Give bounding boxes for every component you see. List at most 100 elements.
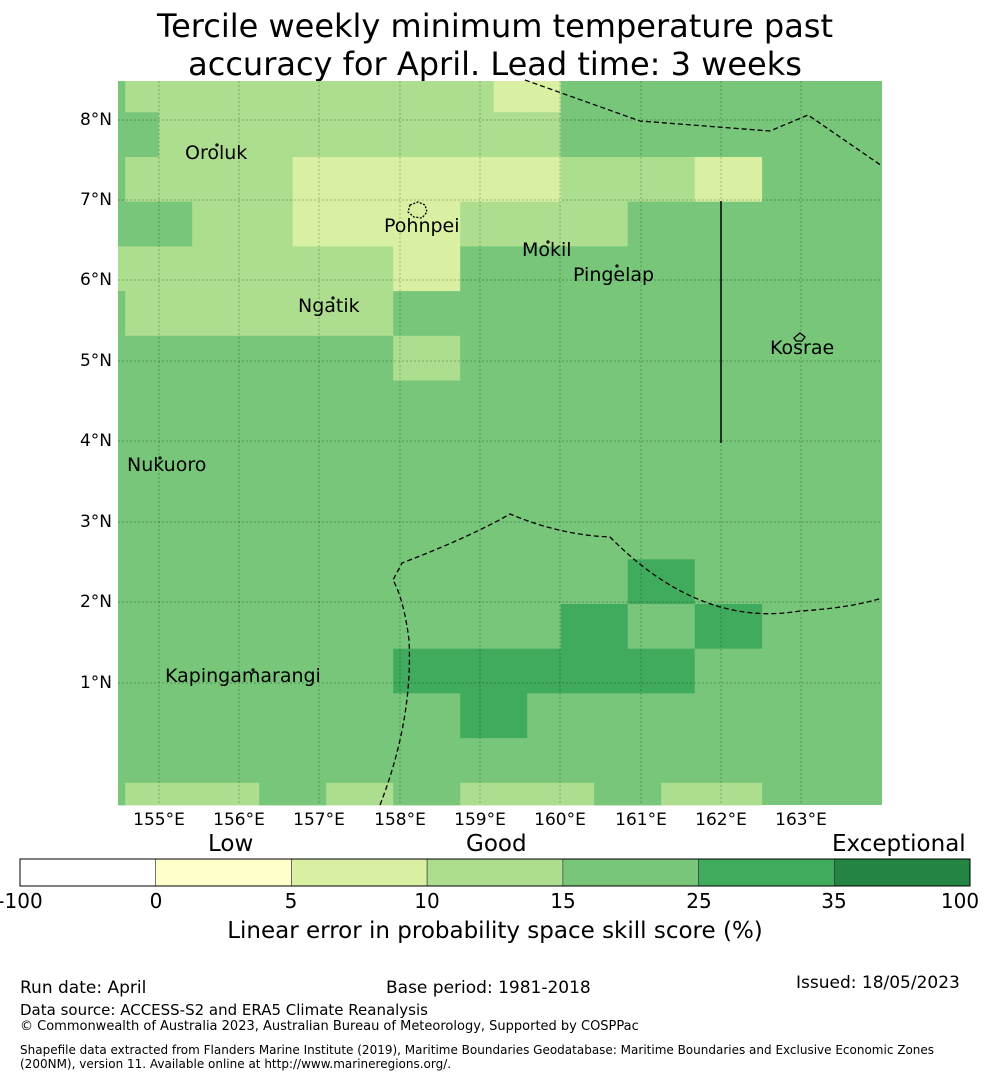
- grid-cell: [192, 157, 227, 203]
- lat-label-6n: 6°N: [79, 270, 112, 290]
- grid-cell: [118, 246, 126, 292]
- grid-cell: [426, 693, 461, 739]
- skill-grid: [118, 81, 882, 806]
- grid-cell: [192, 425, 227, 471]
- grid-cell: [426, 246, 461, 292]
- colorbar-tick-label: 0: [149, 889, 163, 913]
- place-label-nukuoro: Nukuoro: [127, 454, 207, 476]
- grid-cell: [560, 469, 595, 515]
- place-label-pohnpei: Pohnpei: [384, 215, 460, 237]
- grid-cell: [560, 425, 595, 471]
- grid-cell: [118, 693, 126, 739]
- grid-cell: [527, 738, 562, 784]
- grid-cell: [292, 380, 327, 426]
- grid-cell: [493, 291, 528, 337]
- grid-cell: [493, 246, 528, 292]
- grid-cell: [393, 514, 428, 560]
- grid-cell: [326, 380, 361, 426]
- colorbar-frame: [19, 858, 971, 887]
- grid-cell: [594, 604, 629, 650]
- grid-cell: [192, 693, 227, 739]
- grid-cell: [326, 425, 361, 471]
- grid-cell: [493, 201, 528, 247]
- grid-cell: [661, 693, 696, 739]
- grid-cell: [560, 559, 595, 605]
- grid-cell: [393, 648, 428, 694]
- lon-label-163e: 163°E: [775, 810, 827, 830]
- grid-cell: [393, 157, 428, 203]
- grid-cell: [728, 514, 763, 560]
- grid-cell: [661, 157, 696, 203]
- grid-cell: [728, 246, 763, 292]
- grid-cell: [393, 201, 428, 247]
- grid-cell: [627, 335, 662, 381]
- place-label-mokil: Mokil: [522, 239, 572, 261]
- grid-cell: [125, 559, 160, 605]
- grid-cell: [694, 291, 729, 337]
- grid-cell: [292, 335, 327, 381]
- run-date: Run date: April: [20, 978, 147, 998]
- grid-cell: [225, 514, 260, 560]
- grid-cell: [292, 604, 327, 650]
- grid-cell: [359, 782, 394, 806]
- grid-cell: [393, 335, 428, 381]
- grid-cell: [259, 201, 294, 247]
- grid-cell: [259, 112, 294, 158]
- grid-cell: [728, 380, 763, 426]
- grid-cell: [359, 469, 394, 515]
- grid-cell: [527, 425, 562, 471]
- grid-cell: [493, 380, 528, 426]
- lon-label-160e: 160°E: [534, 810, 586, 830]
- grid-cell: [118, 514, 126, 560]
- kapingamarangi-atoll: [251, 668, 255, 672]
- grid-cell: [292, 425, 327, 471]
- grid-cell: [426, 425, 461, 471]
- grid-cell: [125, 604, 160, 650]
- grid-cell: [292, 738, 327, 784]
- grid-cell: [359, 81, 394, 113]
- grid-cell: [627, 559, 662, 605]
- grid-cell: [192, 291, 227, 337]
- lat-label-3n: 3°N: [79, 512, 112, 532]
- grid-cell: [225, 380, 260, 426]
- grid-cell: [292, 291, 327, 337]
- grid-cell: [393, 291, 428, 337]
- grid-cell: [125, 514, 160, 560]
- grid-cell: [359, 693, 394, 739]
- grid-cell: [259, 514, 294, 560]
- graticule: [118, 81, 882, 805]
- grid-cell: [259, 782, 294, 806]
- lat-label-7n: 7°N: [79, 190, 112, 210]
- grid-cell: [661, 648, 696, 694]
- grid-cell: [694, 201, 729, 247]
- grid-cell: [560, 291, 595, 337]
- grid-cell: [527, 201, 562, 247]
- grid-cell: [192, 335, 227, 381]
- grid-cell: [460, 514, 495, 560]
- colorbar-tick-label: 15: [550, 889, 576, 913]
- grid-cell: [125, 380, 160, 426]
- grid-cell: [259, 81, 294, 113]
- grid-cell: [359, 246, 394, 292]
- grid-cell: [728, 112, 763, 158]
- colorbar-segment: [19, 858, 157, 887]
- grid-cell: [527, 157, 562, 203]
- grid-cell: [259, 291, 294, 337]
- eez-boundary-south-west: [379, 513, 883, 806]
- shapefile-credit-line2: (200NM), version 11. Available online at…: [20, 1057, 452, 1071]
- place-label-ngatik: Ngatik: [298, 295, 360, 317]
- grid-cell: [225, 425, 260, 471]
- grid-cell: [359, 648, 394, 694]
- grid-cell: [527, 469, 562, 515]
- grid-cell: [594, 335, 629, 381]
- grid-cell: [627, 246, 662, 292]
- grid-cell: [158, 559, 193, 605]
- grid-cell: [326, 246, 361, 292]
- grid-cell: [225, 112, 260, 158]
- grid-cell: [292, 81, 327, 113]
- grid-cell: [493, 157, 528, 203]
- grid-cell: [460, 380, 495, 426]
- grid-cell: [694, 559, 729, 605]
- grid-cell: [192, 81, 227, 113]
- grid-cell: [359, 380, 394, 426]
